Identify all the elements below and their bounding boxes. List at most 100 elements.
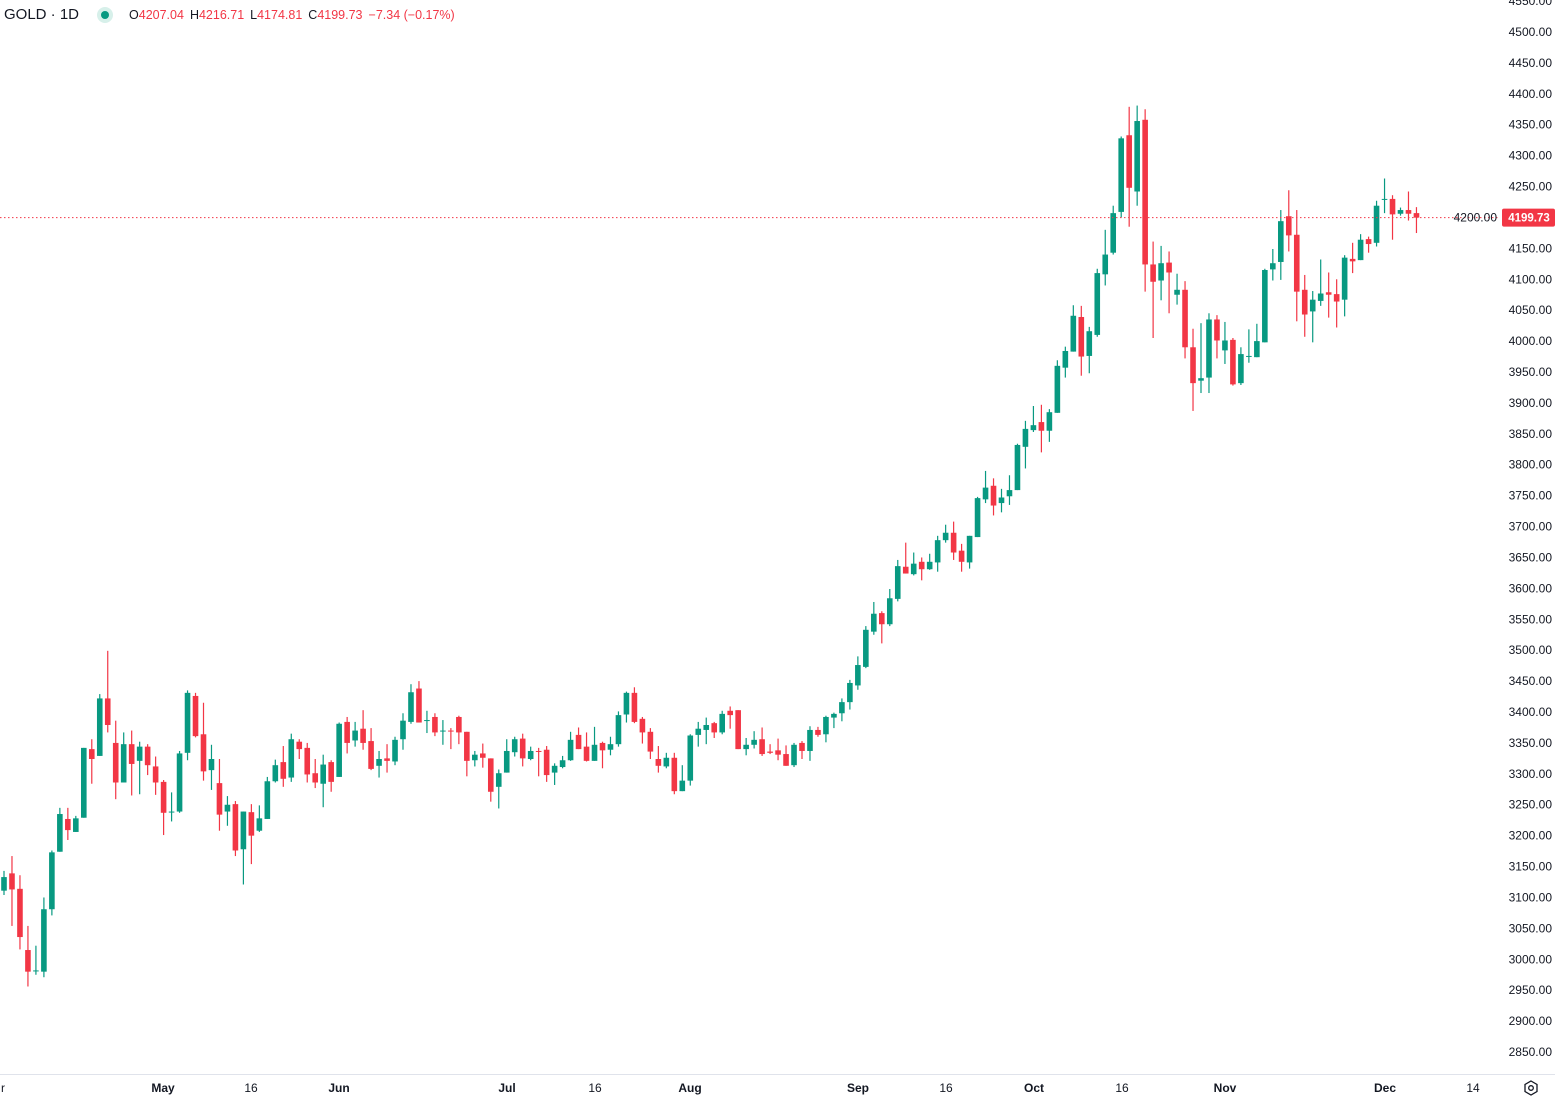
symbol-title[interactable]: GOLD · 1D	[4, 6, 80, 23]
candle-body	[815, 729, 821, 735]
candle-body	[631, 692, 638, 722]
candle-body	[918, 561, 925, 570]
candle-body	[104, 698, 111, 726]
candle-up	[1254, 323, 1260, 358]
candle-down	[759, 727, 765, 756]
candle-body	[1206, 319, 1212, 378]
time-tick-label: Dec	[1374, 1081, 1396, 1095]
candle-down	[639, 716, 646, 744]
candle-up	[1206, 313, 1212, 394]
price-axis[interactable]: 4550.00 4500.00 4450.00 4400.00 4350.00 4300.…	[1454, 0, 1553, 1059]
candle-up	[168, 792, 175, 822]
candle-body	[679, 780, 686, 792]
candle-down	[1301, 274, 1308, 337]
candle-body	[296, 741, 303, 750]
candle-body	[487, 758, 494, 792]
candle-up	[831, 712, 837, 729]
candle-body	[1078, 316, 1085, 357]
close-label: C	[308, 7, 318, 22]
price-tick-label: 3750.00	[1509, 489, 1553, 503]
candle-body	[73, 818, 79, 832]
candle-body	[879, 613, 885, 625]
candle-body	[1134, 121, 1140, 192]
candle-body	[1285, 216, 1292, 236]
candle-up	[910, 552, 917, 576]
candle-up	[966, 535, 973, 569]
candle-down	[799, 741, 805, 760]
price-tick-label: 4050.00	[1509, 303, 1553, 317]
price-tick-label: 4150.00	[1509, 241, 1553, 255]
candle-body	[424, 720, 430, 722]
candle-body	[1246, 355, 1252, 357]
price-tick-label: 3500.00	[1509, 643, 1553, 657]
candle-up	[1158, 245, 1164, 301]
candle-down	[1285, 190, 1292, 252]
candle-body	[200, 734, 207, 772]
candle-up	[495, 769, 502, 809]
candle-body	[328, 762, 334, 782]
candle-body	[1381, 198, 1388, 200]
candle-body	[775, 750, 781, 755]
candle-body	[511, 739, 518, 753]
candle-down	[448, 728, 454, 750]
candle-body	[1118, 138, 1124, 212]
candle-down	[655, 746, 662, 773]
candle-body	[232, 804, 239, 851]
candle-down	[1325, 272, 1332, 318]
candle-up	[424, 710, 430, 734]
symbol-legend: GOLD · 1D O 4207.04 H 4216.71 L 4174.81 C 41…	[4, 6, 455, 23]
price-tick-label: 3100.00	[1509, 890, 1553, 904]
candle-down	[368, 728, 374, 771]
candle-body	[1006, 490, 1013, 497]
candle-body	[1389, 198, 1396, 215]
candle-down	[1405, 191, 1412, 221]
candle-up	[886, 588, 893, 627]
candle-body	[1014, 444, 1021, 491]
candle-body	[416, 688, 422, 723]
candle-up	[1062, 346, 1069, 378]
market-status-dot-icon	[101, 10, 110, 19]
candle-down	[25, 925, 31, 987]
candle-up	[1022, 420, 1029, 469]
candle-up	[1014, 443, 1021, 491]
candle-down	[1333, 279, 1340, 328]
candle-down	[631, 687, 638, 724]
time-axis[interactable]: r May 16 Jun Jul 16 Aug Sep 16 Oct 16 Nov Dec 14	[1, 1081, 1480, 1095]
candle-up	[352, 721, 358, 747]
candle-up	[1198, 323, 1204, 394]
candle-body	[352, 730, 358, 741]
candle-body	[440, 730, 446, 732]
candle-up	[408, 684, 414, 724]
candle-body	[727, 710, 733, 716]
candle-body	[1238, 354, 1244, 384]
candle-down	[902, 542, 909, 574]
candle-body	[96, 698, 103, 756]
candle-down	[1142, 109, 1148, 292]
close-value: 4199.73	[317, 7, 363, 22]
candle-down	[88, 739, 95, 784]
gear-icon[interactable]	[1524, 1080, 1538, 1096]
candle-body	[902, 566, 909, 574]
candle-up	[1357, 234, 1364, 261]
candle-down	[711, 721, 718, 738]
candle-body	[1254, 341, 1260, 358]
candle-up	[1238, 347, 1244, 385]
candle-up	[208, 744, 215, 790]
candle-up	[240, 811, 247, 885]
price-tick-label: 3700.00	[1509, 520, 1553, 534]
candle-body	[432, 716, 438, 733]
candle-body	[240, 811, 247, 850]
candle-body	[49, 852, 55, 910]
candle-body	[759, 739, 765, 755]
candle-body	[1158, 263, 1164, 281]
candle-up	[1397, 207, 1404, 216]
candle-up	[1, 870, 7, 896]
candle-down	[950, 521, 957, 560]
price-tick-label: 3550.00	[1509, 612, 1553, 626]
price-tick-label: 3900.00	[1509, 396, 1553, 410]
last-price-badge	[1502, 208, 1555, 227]
candle-body	[966, 535, 973, 563]
candle-body	[368, 741, 374, 769]
candle-down	[775, 738, 781, 761]
